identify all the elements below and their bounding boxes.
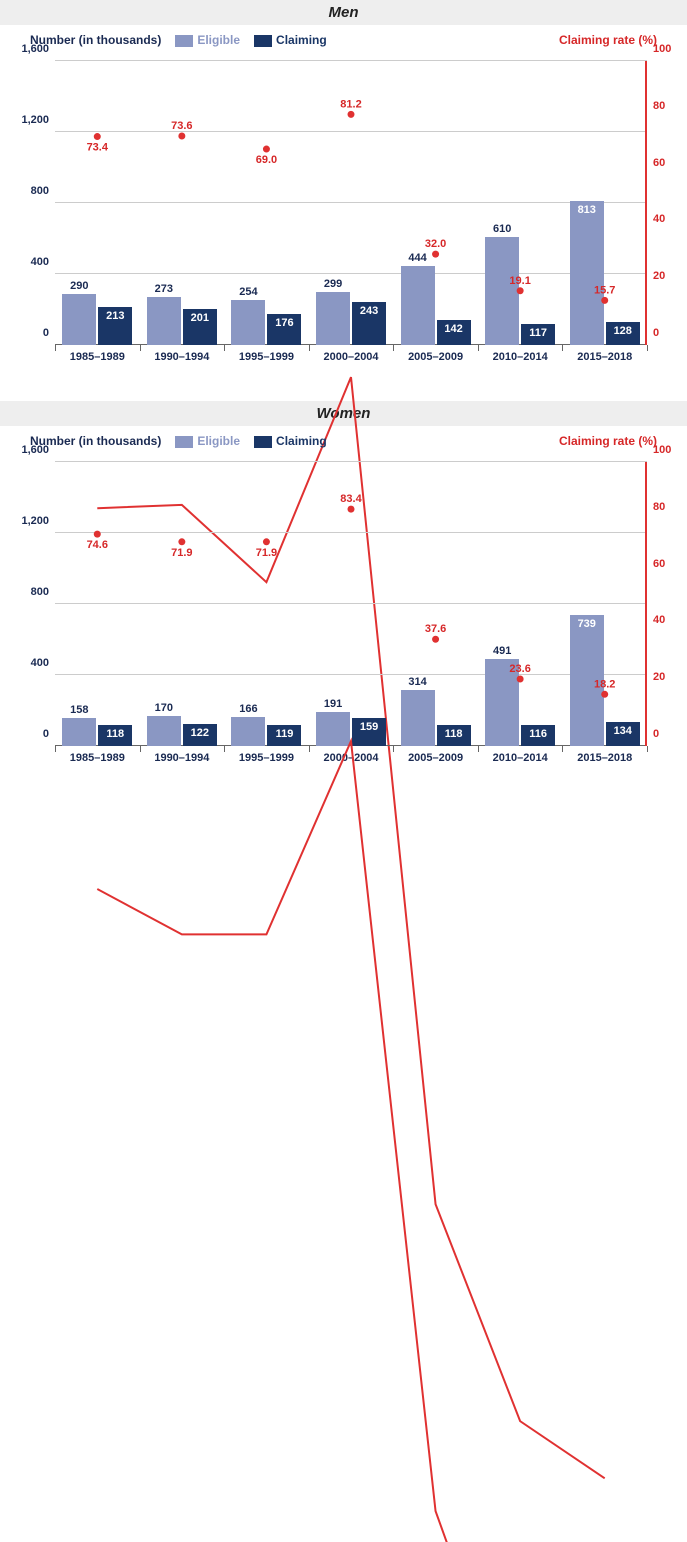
plot-area: 04008001,2001,6000204060801002902131985–…	[55, 61, 647, 345]
y-left-tick: 1,200	[21, 515, 55, 527]
left-axis-label: Number (in thousands)EligibleClaiming	[30, 434, 327, 448]
legend-eligible: Eligible	[197, 434, 240, 448]
right-axis-label: Claiming rate (%)	[559, 33, 657, 47]
rate-value: 69.0	[256, 154, 277, 166]
rate-value: 32.0	[425, 238, 446, 250]
rate-value: 37.6	[425, 623, 446, 635]
chart-area: Number (in thousands)EligibleClaimingCla…	[0, 434, 687, 774]
legend-row: Number (in thousands)EligibleClaimingCla…	[0, 434, 687, 448]
rate-marker-icon	[348, 506, 355, 513]
plot-area: 04008001,2001,6000204060801001581181985–…	[55, 462, 647, 746]
eligible-swatch-icon	[175, 35, 193, 47]
chart-area: Number (in thousands)EligibleClaimingCla…	[0, 33, 687, 373]
y-left-tick: 1,200	[21, 114, 55, 126]
legend-claiming: Claiming	[276, 33, 327, 47]
y-left-tick: 400	[31, 657, 55, 669]
rate-value: 18.2	[594, 678, 615, 690]
y-left-tick: 1,600	[21, 43, 55, 55]
rate-value: 73.4	[87, 142, 109, 154]
eligible-swatch-icon	[175, 436, 193, 448]
y-left-tick: 400	[31, 256, 55, 268]
y-left-tick: 800	[31, 586, 55, 598]
rate-value: 15.7	[594, 284, 615, 296]
rate-value: 74.6	[87, 539, 108, 551]
rate-value: 83.4	[340, 493, 362, 505]
y-right-tick: 20	[647, 270, 665, 282]
y-left-tick: 800	[31, 185, 55, 197]
rate-marker-icon	[517, 675, 524, 682]
rate-value: 81.2	[340, 98, 361, 110]
rate-marker-icon	[432, 251, 439, 258]
y-right-tick: 40	[647, 614, 665, 626]
y-right-tick: 60	[647, 558, 665, 570]
rate-marker-icon	[348, 111, 355, 118]
rate-marker-icon	[178, 538, 185, 545]
rate-marker-icon	[432, 636, 439, 643]
rate-marker-icon	[94, 133, 101, 140]
rate-marker-icon	[263, 538, 270, 545]
y-right-tick: 80	[647, 501, 665, 513]
legend-row: Number (in thousands)EligibleClaimingCla…	[0, 33, 687, 47]
rate-value: 73.6	[171, 120, 192, 132]
rate-marker-icon	[94, 531, 101, 538]
rate-markers: 73.4 73.6 69.0 81.2 32.0 19.1 15.7	[55, 61, 647, 345]
y-left-tick: 0	[43, 728, 55, 740]
y-right-tick: 0	[647, 327, 659, 339]
chart-panel: WomenNumber (in thousands)EligibleClaimi…	[0, 401, 687, 774]
chart-panel: MenNumber (in thousands)EligibleClaiming…	[0, 0, 687, 373]
rate-value: 71.9	[171, 547, 192, 559]
panel-title: Men	[0, 0, 687, 25]
rate-marker-icon	[601, 691, 608, 698]
y-right-tick: 100	[647, 43, 671, 55]
rate-value: 19.1	[509, 275, 530, 287]
left-axis-label: Number (in thousands)EligibleClaiming	[30, 33, 327, 47]
y-right-tick: 0	[647, 728, 659, 740]
rate-markers: 74.6 71.9 71.9 83.4 37.6 23.6 18.2	[55, 462, 647, 746]
rate-value: 23.6	[509, 663, 530, 675]
y-left-tick: 0	[43, 327, 55, 339]
y-right-tick: 20	[647, 671, 665, 683]
claiming-swatch-icon	[254, 35, 272, 47]
rate-marker-icon	[517, 287, 524, 294]
rate-marker-icon	[601, 297, 608, 304]
legend-claiming: Claiming	[276, 434, 327, 448]
rate-value: 71.9	[256, 547, 277, 559]
legend-eligible: Eligible	[197, 33, 240, 47]
rate-marker-icon	[263, 146, 270, 153]
y-right-tick: 100	[647, 444, 671, 456]
y-right-tick: 80	[647, 100, 665, 112]
claiming-swatch-icon	[254, 436, 272, 448]
y-right-tick: 40	[647, 213, 665, 225]
rate-marker-icon	[178, 132, 185, 139]
y-right-tick: 60	[647, 157, 665, 169]
y-left-tick: 1,600	[21, 444, 55, 456]
right-axis-label: Claiming rate (%)	[559, 434, 657, 448]
